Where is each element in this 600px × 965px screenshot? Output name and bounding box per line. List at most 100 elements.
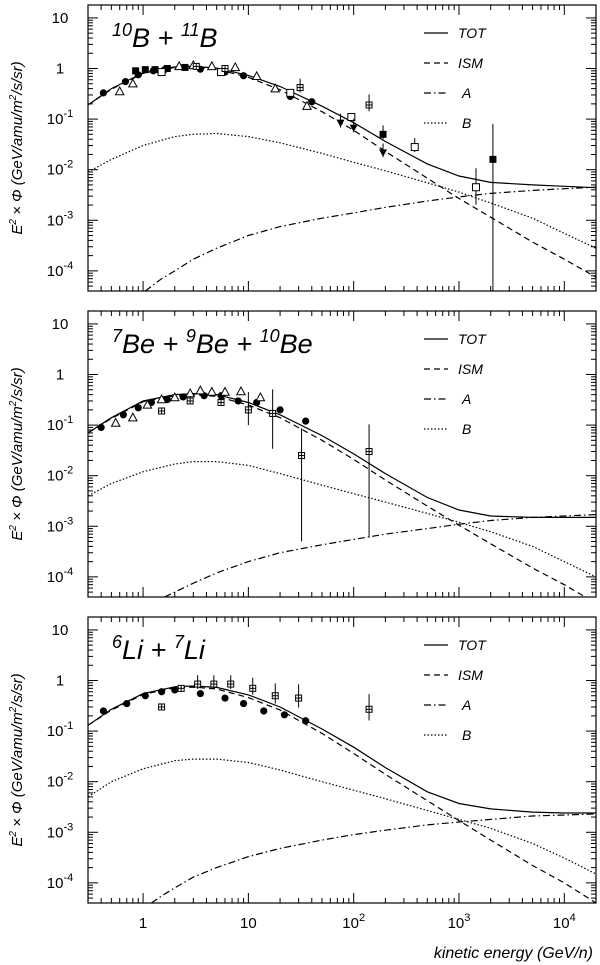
tick-base: 10	[553, 915, 570, 932]
plot-frame	[87, 310, 597, 598]
tick-base: 1	[56, 61, 64, 78]
data-point	[239, 72, 248, 80]
data-point	[379, 130, 387, 138]
tick-base: 10	[47, 875, 64, 892]
ylabel-sup: 2	[8, 831, 19, 838]
tick-base: 1	[139, 915, 147, 932]
y-axis-label: E2 × Φ (GeV/amu/m2/s/sr)	[8, 673, 26, 846]
series-line-a	[144, 186, 596, 291]
tick-base: 10	[47, 263, 64, 280]
title-superscript: 6	[112, 632, 123, 652]
data-point	[217, 68, 226, 77]
tick-exponent: -4	[63, 872, 73, 884]
legend-label-b: B	[462, 421, 471, 437]
tick-exponent: -4	[63, 260, 73, 272]
y-tick-label: 10-2	[47, 465, 73, 485]
legend-label-tot: TOT	[458, 25, 487, 41]
legend-label-a: A	[461, 391, 471, 407]
title-superscript: 9	[186, 326, 196, 346]
series-line-ism	[88, 393, 587, 597]
data-point	[410, 143, 419, 152]
tick-exponent: -1	[63, 108, 73, 120]
y-tick-label: 1	[56, 673, 64, 690]
data-point	[471, 183, 480, 192]
ylabel-part: E	[9, 224, 26, 235]
title-superscript: 11	[181, 20, 200, 40]
panel-title: 7Be + 9Be + 10Be	[112, 326, 313, 359]
data-point	[151, 66, 159, 74]
legend-label-tot: TOT	[458, 331, 487, 347]
tick-exponent: -3	[63, 821, 73, 833]
data-point	[230, 61, 241, 72]
data-points	[99, 59, 497, 291]
data-point	[157, 68, 166, 77]
data-point	[156, 393, 167, 404]
data-point	[301, 100, 312, 110]
tick-base: 10	[47, 774, 64, 791]
title-superscript: 10	[260, 326, 280, 346]
data-point	[239, 699, 248, 708]
y-tick-label: 10	[52, 622, 69, 639]
data-point	[206, 386, 217, 396]
series-line-tot	[88, 392, 596, 519]
ylabel-sup: 2	[8, 219, 19, 226]
curves	[88, 392, 596, 597]
data-point	[302, 417, 310, 425]
data-point	[114, 86, 125, 96]
panel-title: 6Li + 7Li	[112, 632, 206, 665]
tick-base: 10	[47, 111, 64, 128]
title-text: Li +	[122, 635, 174, 665]
tick-exponent: 3	[464, 912, 470, 924]
x-tick-label: 1	[139, 915, 147, 932]
title-text: Be +	[122, 329, 186, 359]
data-point	[302, 717, 310, 725]
tick-base: 10	[342, 915, 359, 932]
data-point	[196, 690, 204, 698]
tick-base: 10	[47, 518, 64, 535]
data-point	[121, 78, 130, 86]
data-point	[336, 119, 345, 128]
ylabel-part: E	[9, 530, 26, 541]
data-point	[134, 404, 142, 412]
y-tick-label: 10-1	[47, 720, 73, 740]
tick-base: 10	[47, 723, 64, 740]
curves	[88, 685, 596, 903]
tick-exponent: -3	[63, 515, 73, 527]
title-text: Be	[280, 329, 313, 359]
legend-label-ism: ISM	[458, 55, 483, 71]
data-point	[181, 63, 189, 71]
data-point	[347, 113, 356, 122]
tick-base: 10	[47, 417, 64, 434]
ylabel-sup: 2	[8, 400, 19, 407]
ylabel-part: × Φ (GeV/amu/m	[9, 406, 26, 525]
data-point	[185, 388, 196, 398]
data-point	[127, 78, 138, 88]
title-text: B +	[132, 23, 181, 53]
tick-base: 10	[240, 915, 257, 932]
ylabel-part: × Φ (GeV/amu/m	[9, 100, 26, 219]
title-text: Be +	[196, 329, 260, 359]
tick-exponent: -2	[63, 771, 73, 783]
data-point	[99, 89, 107, 97]
data-point	[174, 60, 185, 71]
tick-base: 10	[47, 468, 64, 485]
y-tick-label: 10-3	[47, 209, 73, 229]
data-point	[97, 423, 105, 432]
data-point	[179, 393, 187, 401]
data-point	[221, 694, 229, 702]
tick-exponent: -1	[63, 720, 73, 732]
data-point	[260, 707, 268, 715]
data-point	[119, 411, 127, 419]
y-tick-label: 10	[52, 316, 69, 333]
tick-exponent: -1	[63, 414, 73, 426]
data-point	[158, 688, 166, 696]
ylabel-part: /s/sr)	[9, 367, 26, 401]
tick-base: 10	[47, 824, 64, 841]
data-point	[280, 711, 289, 719]
data-point	[123, 699, 131, 708]
data-points	[97, 385, 373, 542]
